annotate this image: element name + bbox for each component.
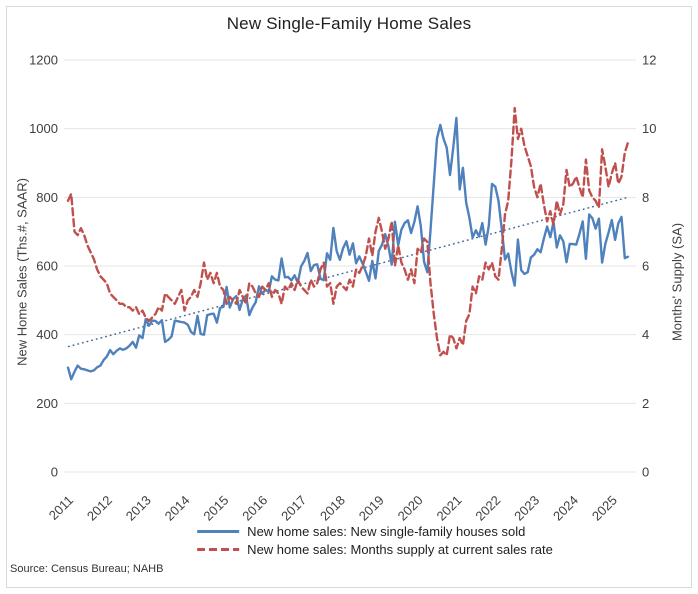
y-tick-label-left: 400: [36, 327, 58, 342]
y-tick-label-left: 1200: [29, 53, 58, 68]
x-tick-label: 2013: [123, 493, 154, 524]
y-tick-label-right: 4: [642, 327, 649, 342]
y-tick-label-right: 12: [642, 53, 656, 68]
supply-line-swatch-icon: [197, 548, 240, 551]
trend-line: [67, 196, 629, 348]
y-tick-label-right: 10: [642, 121, 656, 136]
x-tick-label: 2012: [84, 493, 115, 524]
x-tick-label: 2022: [472, 493, 503, 524]
sales-line-swatch-icon: [197, 530, 240, 533]
x-tick-label: 2025: [589, 493, 620, 524]
y-tick-label-right: 8: [642, 190, 649, 205]
x-tick-label: 2019: [356, 493, 387, 524]
y-tick-label-right: 0: [642, 465, 649, 480]
x-tick-label: 2020: [395, 493, 426, 524]
x-tick-label: 2023: [511, 493, 542, 524]
x-tick-label: 2014: [162, 493, 193, 524]
y-tick-label-right: 6: [642, 259, 649, 274]
legend-label-supply: New home sales: Months supply at current…: [247, 542, 553, 557]
sales-line: [66, 116, 630, 381]
right-axis-title: Months' Supply (SA): [669, 222, 685, 342]
x-tick-label: 2024: [550, 493, 581, 524]
y-tick-label-left: 0: [51, 465, 58, 480]
legend: New home sales: New single-family houses…: [197, 524, 553, 557]
y-tick-label-left: 600: [36, 259, 58, 274]
x-tick-label: 2018: [317, 493, 348, 524]
chart-border-frame: [6, 6, 692, 588]
y-tick-label-left: 200: [36, 396, 58, 411]
x-tick-label: 2015: [200, 493, 231, 524]
x-tick-label: 2021: [434, 493, 465, 524]
supply-line: [66, 106, 630, 357]
legend-item-sales: New home sales: New single-family houses…: [197, 524, 525, 539]
x-tick-label: 2016: [239, 493, 270, 524]
legend-label-sales: New home sales: New single-family houses…: [247, 524, 526, 539]
x-tick-label: 2017: [278, 493, 309, 524]
legend-item-supply: New home sales: Months supply at current…: [197, 542, 553, 557]
y-tick-label-right: 2: [642, 396, 649, 411]
source-note: Source: Census Bureau; NAHB: [10, 563, 164, 575]
chart-title: New Single-Family Home Sales: [226, 14, 472, 33]
x-tick-label: 2011: [46, 493, 76, 523]
y-tick-label-left: 800: [36, 190, 58, 205]
y-tick-label-left: 1000: [29, 121, 58, 136]
left-axis-title: New Home Sales (Ths.#, SAAR): [14, 178, 30, 366]
